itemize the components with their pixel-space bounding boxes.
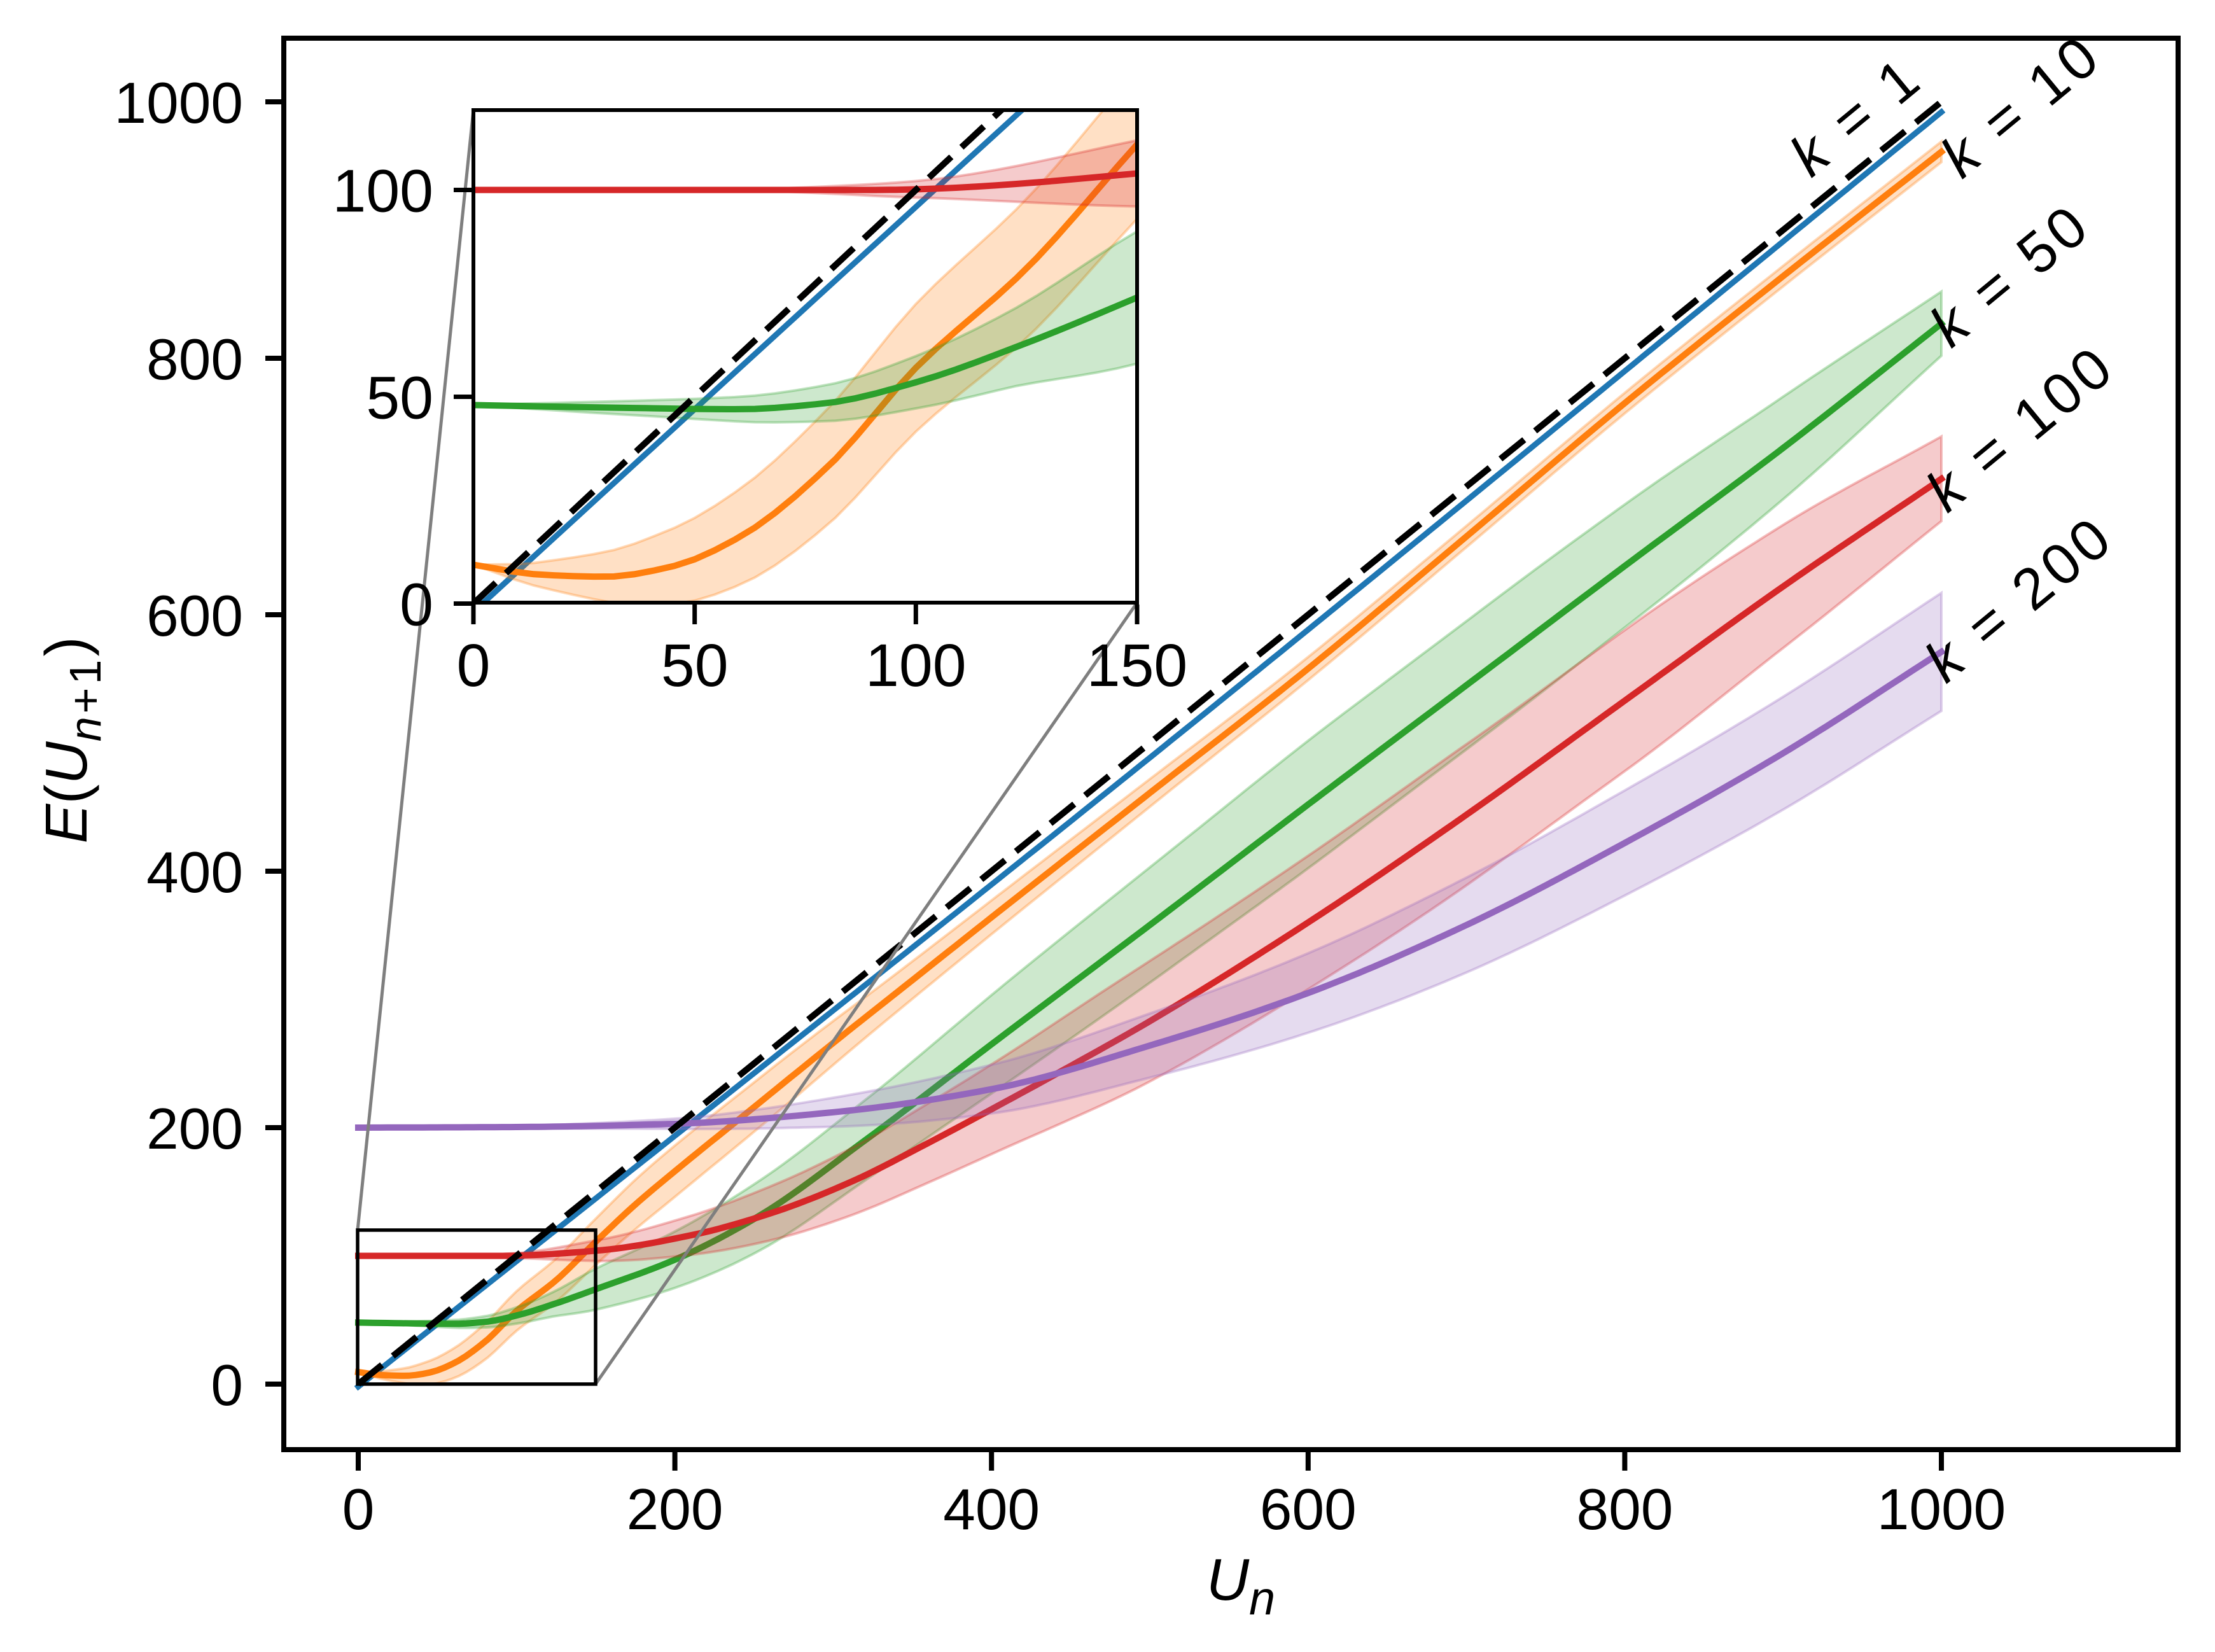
svg-text:Un: Un <box>1206 1546 1275 1625</box>
svg-text:200: 200 <box>146 1097 243 1161</box>
svg-text:0: 0 <box>211 1354 243 1418</box>
svg-text:600: 600 <box>1260 1478 1357 1542</box>
svg-text:100: 100 <box>865 632 967 699</box>
svg-text:800: 800 <box>146 328 243 392</box>
svg-text:0: 0 <box>457 632 491 699</box>
svg-text:200: 200 <box>627 1478 723 1542</box>
svg-text:100: 100 <box>332 158 433 225</box>
svg-text:1000: 1000 <box>115 71 243 136</box>
svg-text:600: 600 <box>146 584 243 648</box>
svg-text:400: 400 <box>943 1478 1040 1542</box>
svg-text:400: 400 <box>146 841 243 905</box>
svg-text:50: 50 <box>366 365 433 432</box>
svg-text:0: 0 <box>342 1478 375 1542</box>
svg-text:800: 800 <box>1576 1478 1673 1542</box>
svg-text:1000: 1000 <box>1877 1478 2006 1542</box>
svg-text:50: 50 <box>661 632 729 699</box>
svg-text:0: 0 <box>400 571 433 639</box>
svg-text:150: 150 <box>1087 632 1188 699</box>
